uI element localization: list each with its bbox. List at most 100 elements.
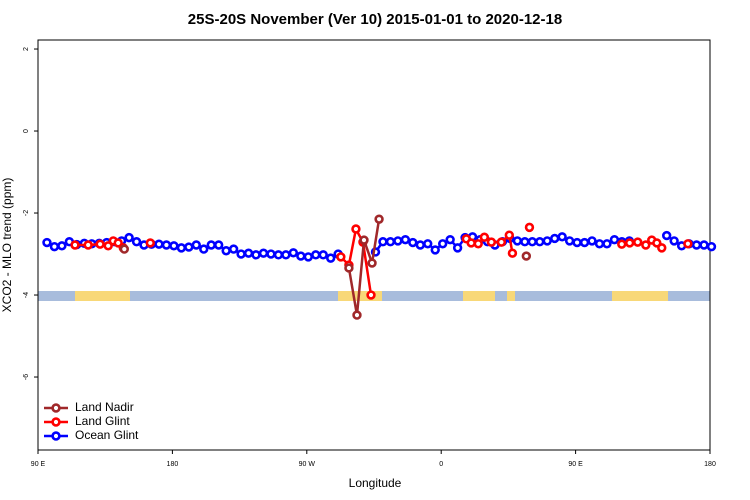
data-point — [408, 237, 418, 248]
data-point — [486, 237, 497, 247]
legend-label: Land Nadir — [75, 400, 134, 414]
data-point — [367, 258, 377, 268]
data-point — [95, 239, 105, 249]
data-point — [228, 244, 239, 254]
data-point — [557, 232, 567, 242]
land-band — [507, 291, 515, 301]
data-point — [699, 240, 709, 250]
data-point — [119, 244, 130, 254]
land-band — [463, 291, 495, 301]
data-point — [336, 252, 346, 262]
data-point — [661, 230, 672, 241]
data-point — [124, 232, 134, 243]
data-point — [296, 251, 306, 261]
land-band — [612, 291, 668, 301]
data-point — [325, 253, 336, 263]
data-point — [542, 236, 552, 246]
data-point — [400, 234, 411, 245]
legend-label: Ocean Glint — [75, 428, 139, 442]
x-tick-label: 90 W — [299, 461, 316, 468]
data-point — [617, 239, 627, 249]
data-point — [594, 239, 605, 249]
data-point — [169, 241, 179, 251]
y-tick-label: -6 — [23, 374, 30, 380]
data-point — [236, 249, 246, 259]
data-point — [213, 240, 224, 250]
data-point — [579, 237, 590, 248]
data-point — [473, 239, 483, 249]
data-point — [303, 252, 313, 262]
data-point — [624, 238, 635, 248]
data-point — [564, 236, 575, 246]
data-point — [683, 239, 693, 249]
legend-label: Land Glint — [75, 414, 130, 428]
data-point — [366, 290, 376, 300]
data-point — [507, 248, 518, 258]
data-point — [42, 237, 52, 248]
data-point — [378, 237, 388, 247]
data-point — [221, 246, 231, 256]
legend-marker — [51, 403, 61, 413]
data-point — [344, 263, 354, 273]
data-point — [452, 243, 463, 253]
data-point — [57, 241, 67, 251]
data-point — [351, 224, 361, 234]
data-point — [191, 240, 201, 250]
data-point — [206, 240, 216, 250]
x-axis-label: Longitude — [349, 476, 402, 490]
data-point — [281, 250, 291, 260]
data-point — [609, 234, 620, 245]
x-tick-label: 90 E — [31, 461, 46, 468]
data-point — [535, 237, 545, 247]
data-point — [311, 250, 321, 260]
data-point — [521, 251, 532, 261]
y-tick-label: -4 — [23, 292, 30, 298]
data-point — [49, 241, 60, 252]
legend-marker — [51, 417, 61, 427]
data-point — [393, 236, 403, 246]
x-tick-label: 90 E — [568, 461, 583, 468]
data-point — [318, 250, 328, 260]
data-point — [466, 238, 476, 248]
data-point — [520, 237, 530, 247]
data-point — [479, 232, 490, 242]
data-point — [527, 237, 537, 247]
x-tick-label: 0 — [439, 461, 443, 468]
data-point — [243, 248, 254, 258]
data-point — [154, 239, 164, 249]
data-point — [359, 235, 369, 245]
chart-title: 25S-20S November (Ver 10) 2015-01-01 to … — [188, 11, 562, 28]
data-point — [641, 240, 651, 250]
data-point — [251, 250, 261, 260]
data-point — [423, 239, 433, 249]
data-point — [669, 236, 679, 246]
y-tick-label: 2 — [23, 47, 30, 51]
data-point — [602, 239, 612, 249]
data-point — [587, 236, 597, 246]
data-point — [176, 243, 187, 253]
data-point — [273, 250, 284, 260]
data-point — [184, 242, 194, 252]
y-axis-label: XCO2 - MLO trend (ppm) — [0, 178, 14, 313]
data-point — [131, 237, 142, 247]
data-point — [352, 310, 362, 320]
y-tick-label: 0 — [23, 129, 30, 133]
data-point — [266, 249, 276, 259]
data-point — [385, 237, 396, 247]
data-point — [691, 240, 702, 250]
land-band — [75, 291, 130, 301]
x-tick-label: 180 — [704, 461, 716, 468]
data-point — [512, 236, 523, 246]
data-point — [374, 214, 384, 224]
data-point — [504, 230, 514, 240]
data-point — [549, 233, 560, 244]
data-point — [258, 248, 269, 258]
data-point — [161, 240, 172, 250]
data-point — [70, 240, 80, 250]
data-point — [145, 238, 155, 248]
data-point — [633, 237, 643, 247]
data-point — [572, 237, 582, 248]
data-point — [445, 234, 455, 245]
data-point — [524, 222, 535, 233]
